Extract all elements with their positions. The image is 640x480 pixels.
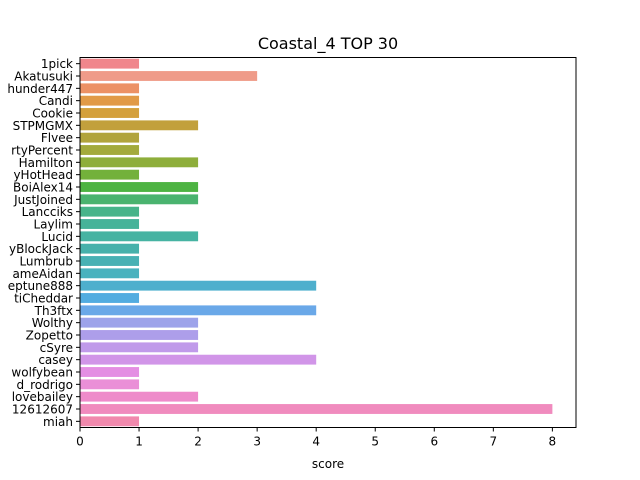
bar xyxy=(80,132,140,143)
plot-frame xyxy=(79,57,577,428)
x-tick-label: 4 xyxy=(312,435,320,449)
bar xyxy=(80,231,199,242)
y-tick-label: eptune888 xyxy=(8,279,73,293)
x-tick-label: 7 xyxy=(490,435,498,449)
y-tick-label: 1pick xyxy=(41,57,73,71)
bar xyxy=(80,206,140,217)
y-tick-label: Wolthy xyxy=(32,316,73,330)
y-tick-label: STPMGMX xyxy=(13,119,73,133)
bar xyxy=(80,330,199,340)
y-axis-ticks: 1pickAkatusukihunder447CandiCookieSTPMGM… xyxy=(7,57,80,429)
bar xyxy=(80,169,140,180)
bar xyxy=(80,182,199,192)
bar xyxy=(80,367,140,377)
y-tick-label: 12612607 xyxy=(12,403,73,417)
x-tick-label: 8 xyxy=(549,435,557,449)
y-tick-label: ameAidan xyxy=(12,267,73,281)
y-tick-label: Lancciks xyxy=(22,205,73,219)
x-tick-label: 6 xyxy=(430,435,438,449)
bar xyxy=(80,317,199,328)
bar xyxy=(80,391,199,402)
bar xyxy=(80,58,140,69)
bar xyxy=(80,293,140,303)
bar xyxy=(80,71,258,81)
bar xyxy=(80,268,140,279)
bar xyxy=(80,108,140,118)
x-tick-label: 1 xyxy=(135,435,143,449)
x-tick-label: 3 xyxy=(253,435,261,449)
y-tick-label: Th3ftx xyxy=(34,304,73,318)
y-tick-label: rtyPercent xyxy=(11,144,73,158)
bar xyxy=(80,342,199,353)
y-tick-label: casey xyxy=(38,353,73,367)
y-tick-label: Akatusuki xyxy=(14,70,73,84)
bar xyxy=(80,354,317,365)
y-tick-label: miah xyxy=(43,415,73,429)
y-tick-label: Laylim xyxy=(34,218,74,232)
bar xyxy=(80,145,140,155)
y-tick-label: lovebailey xyxy=(12,390,73,404)
x-tick-label: 2 xyxy=(194,435,202,449)
y-tick-label: Flvee xyxy=(41,131,73,145)
y-tick-label: wolfybean xyxy=(11,366,73,380)
bar xyxy=(80,95,140,106)
bar xyxy=(80,379,140,390)
bar xyxy=(80,219,140,229)
y-tick-label: Cookie xyxy=(32,107,73,121)
y-tick-label: yBlockJack xyxy=(9,242,73,256)
bar xyxy=(80,404,553,414)
y-tick-label: hunder447 xyxy=(7,82,73,96)
bar xyxy=(80,416,140,427)
x-tick-label: 0 xyxy=(76,435,84,449)
y-tick-label: Zopetto xyxy=(26,329,73,343)
x-axis-label: score xyxy=(312,457,344,471)
y-tick-label: yHotHead xyxy=(13,168,73,182)
bar xyxy=(80,194,199,205)
y-tick-label: BoiAlex14 xyxy=(13,181,73,195)
bar xyxy=(80,305,317,316)
x-axis-ticks: 0 1 2 3 4 5 6 7 8 xyxy=(76,427,557,449)
bar xyxy=(80,83,140,94)
chart-title: Coastal_4 TOP 30 xyxy=(258,34,398,54)
x-tick-label: 5 xyxy=(371,435,379,449)
y-tick-label: Lucid xyxy=(41,230,73,244)
bar xyxy=(80,157,199,168)
y-tick-label: JustJoined xyxy=(13,193,73,207)
bar xyxy=(80,243,140,254)
bars-group xyxy=(80,58,553,427)
y-tick-label: d_rodrigo xyxy=(17,378,73,392)
y-tick-label: Lumbrub xyxy=(19,255,73,269)
bar xyxy=(80,280,317,291)
bar xyxy=(80,256,140,266)
y-tick-label: Hamilton xyxy=(19,156,73,170)
y-tick-label: Candi xyxy=(39,94,73,108)
bar xyxy=(80,120,199,131)
y-tick-label: cSyre xyxy=(40,341,73,355)
y-tick-label: tiCheddar xyxy=(14,292,73,306)
